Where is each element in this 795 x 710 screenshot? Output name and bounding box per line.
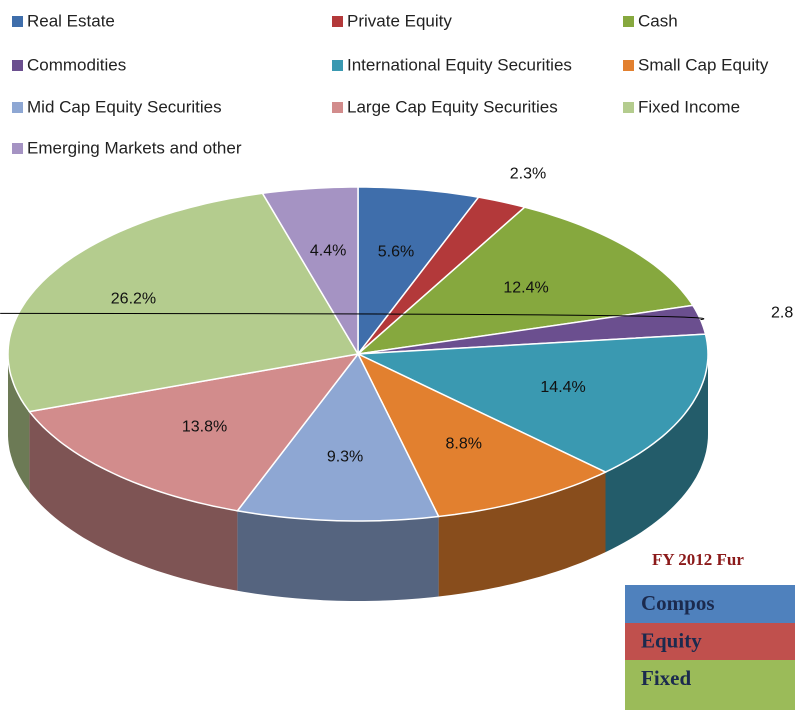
table-row xyxy=(625,623,795,660)
slice-side xyxy=(237,510,439,601)
legend-swatch xyxy=(332,16,343,27)
legend-swatch xyxy=(12,60,23,71)
pie-slice xyxy=(261,186,359,357)
legend-label: Fixed Income xyxy=(638,97,740,116)
slice-side xyxy=(438,472,606,597)
table-cell: Fixed xyxy=(641,666,691,690)
slice-side xyxy=(8,354,30,492)
table-cell: Compos xyxy=(641,591,715,615)
data-label: 5.6% xyxy=(378,243,414,260)
legend-label: Real Estate xyxy=(27,11,115,30)
legend-label: Mid Cap Equity Securities xyxy=(27,97,222,116)
legend-label: Cash xyxy=(638,11,678,30)
legend-label: Emerging Markets and other xyxy=(27,138,242,157)
pie-slice xyxy=(28,352,360,512)
data-label: 26.2% xyxy=(111,291,156,308)
data-label: 8.8% xyxy=(445,436,481,453)
pie-slice xyxy=(356,352,608,518)
legend-label: Large Cap Equity Securities xyxy=(347,97,558,116)
data-label: 2.8 xyxy=(771,305,793,322)
data-label: 14.4% xyxy=(540,379,585,396)
data-label: 9.3% xyxy=(327,449,363,466)
legend-swatch xyxy=(623,102,634,113)
table-cell: Equity xyxy=(641,628,702,652)
pie-slice xyxy=(357,196,527,355)
legend-swatch xyxy=(623,60,634,71)
pie-slice xyxy=(7,192,360,413)
pie-slice xyxy=(357,186,480,357)
legend-label: Private Equity xyxy=(347,11,452,30)
data-label: 2.3% xyxy=(510,166,546,183)
legend-label: Small Cap Equity xyxy=(638,55,769,74)
pie-slice xyxy=(357,304,707,355)
data-label: 12.4% xyxy=(503,280,548,297)
table-row xyxy=(625,660,795,710)
legend-swatch xyxy=(623,16,634,27)
legend-swatch xyxy=(12,16,23,27)
legend-label: International Equity Securities xyxy=(347,55,572,74)
slice-side xyxy=(605,354,708,553)
table-row xyxy=(625,585,795,623)
legend-swatch xyxy=(332,60,343,71)
legend-swatch xyxy=(12,143,23,154)
data-label: 4.4% xyxy=(310,243,346,260)
legend-label: Commodities xyxy=(27,55,126,74)
pie-slice xyxy=(357,333,709,473)
legend-swatch xyxy=(332,102,343,113)
pie-slice xyxy=(236,352,440,522)
leader-line xyxy=(0,312,705,321)
table-title: FY 2012 Fur xyxy=(652,550,744,569)
data-label: 13.8% xyxy=(182,418,227,435)
legend-swatch xyxy=(12,102,23,113)
